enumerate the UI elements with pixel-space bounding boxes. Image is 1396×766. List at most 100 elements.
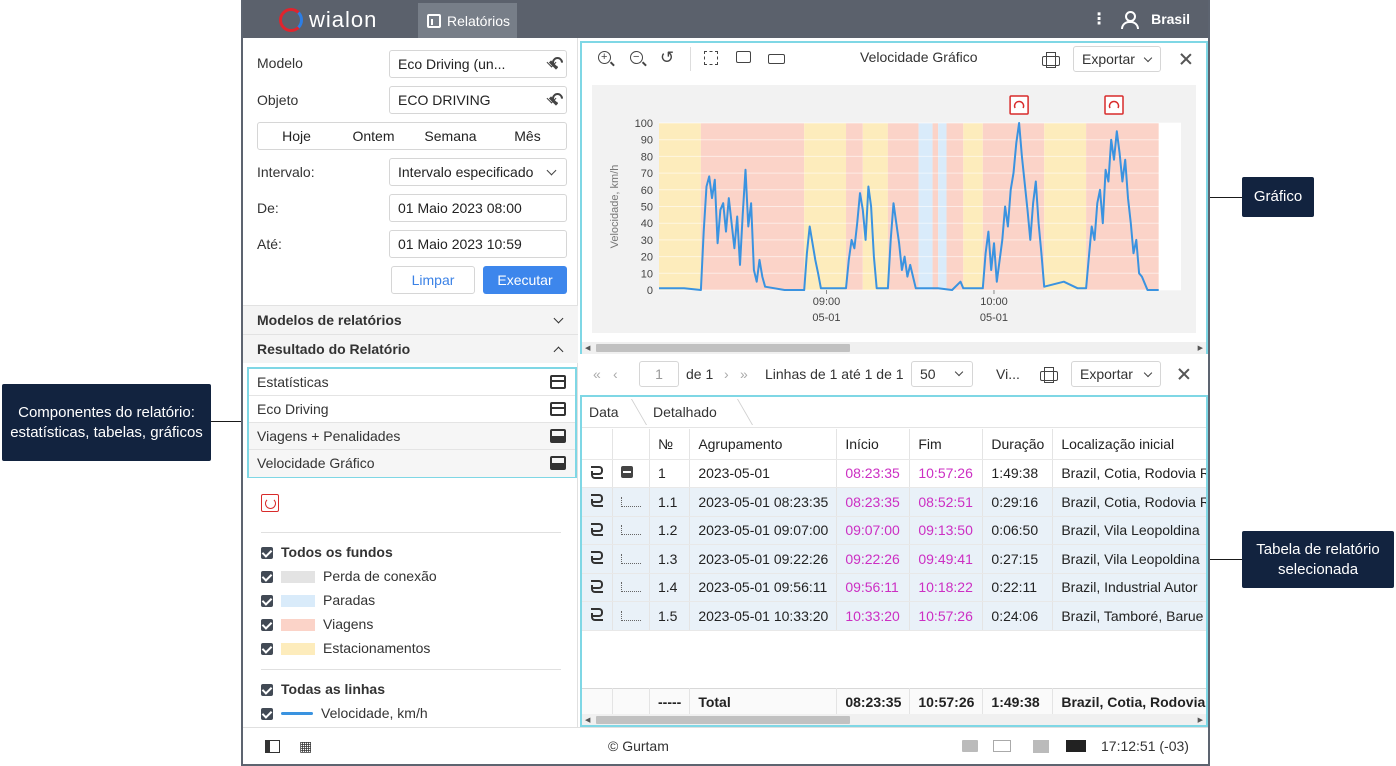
route-cell[interactable]: [582, 544, 613, 574]
comment-icon[interactable]: [736, 51, 751, 63]
notifications-icon[interactable]: [962, 740, 978, 752]
quick-month-button[interactable]: Mês: [514, 128, 541, 144]
header-group[interactable]: Agrupamento: [689, 429, 838, 460]
cell-start[interactable]: 10:33:20: [836, 601, 911, 631]
table-row[interactable]: 1 2023-05-01 08:23:35 10:57:26 1:49:38 B…: [582, 459, 1206, 488]
route-cell[interactable]: [582, 573, 613, 602]
table-row[interactable]: 1.1 2023-05-01 08:23:35 08:23:35 08:52:5…: [582, 487, 1206, 517]
tab-reports[interactable]: Relatórios: [418, 3, 517, 38]
all-backgrounds-checkbox[interactable]: [261, 547, 273, 559]
bg-connection-loss-checkbox[interactable]: [261, 571, 273, 583]
cell-start[interactable]: 08:23:35: [836, 459, 911, 488]
table-close-icon[interactable]: [1178, 368, 1190, 380]
print-icon[interactable]: [1042, 52, 1060, 68]
breadcrumb-detail[interactable]: Detalhado: [653, 404, 717, 420]
interval-select[interactable]: Intervalo especificado: [389, 158, 567, 186]
more-menu-icon[interactable]: ⋮: [1091, 11, 1108, 28]
table-row[interactable]: 1.2 2023-05-01 09:07:00 09:07:00 09:13:5…: [582, 516, 1206, 545]
scroll-right-icon[interactable]: ▶: [1197, 717, 1203, 724]
route-cell[interactable]: [582, 487, 613, 517]
cell-end[interactable]: 09:49:41: [909, 544, 984, 574]
model-wrench-icon[interactable]: [546, 57, 560, 71]
route-icon[interactable]: [590, 550, 604, 565]
book-icon[interactable]: [1066, 740, 1086, 752]
to-date-input[interactable]: 01 Maio 2023 10:59: [389, 230, 567, 258]
toggle-panel-icon[interactable]: [265, 740, 280, 753]
table-scrollbar[interactable]: ◀ ▶: [582, 714, 1206, 725]
prev-page-icon[interactable]: ‹: [613, 366, 618, 382]
route-icon[interactable]: [590, 522, 604, 536]
section-report-result[interactable]: Resultado do Relatório: [243, 334, 578, 363]
select-area-icon[interactable]: [704, 51, 718, 65]
cell-end[interactable]: 10:57:26: [909, 459, 984, 488]
scroll-left-icon[interactable]: ◀: [585, 717, 591, 724]
route-cell[interactable]: [582, 516, 613, 545]
messages-icon[interactable]: [993, 740, 1011, 752]
route-cell[interactable]: [582, 601, 613, 631]
quick-yesterday-button[interactable]: Ontem: [352, 128, 395, 144]
header-num[interactable]: №: [649, 429, 691, 460]
quick-today-button[interactable]: Hoje: [282, 128, 311, 144]
table-export-button[interactable]: Exportar: [1071, 361, 1161, 387]
speed-marker-icon[interactable]: [261, 494, 279, 512]
bg-stops-checkbox[interactable]: [261, 595, 273, 607]
component-trips-penalties[interactable]: Viagens + Penalidades: [249, 423, 575, 450]
cell-start[interactable]: 09:07:00: [836, 516, 911, 545]
first-page-icon[interactable]: «: [593, 366, 601, 382]
from-date-input[interactable]: 01 Maio 2023 08:00: [389, 194, 567, 222]
cell-end[interactable]: 09:13:50: [909, 516, 984, 545]
scroll-left-icon[interactable]: ◀: [585, 345, 591, 352]
zoom-in-icon[interactable]: +: [598, 51, 611, 64]
chart-export-button[interactable]: Exportar: [1073, 46, 1161, 72]
header-end[interactable]: Fim: [909, 429, 984, 460]
chart-scrollbar[interactable]: ◀ ▶: [582, 342, 1206, 354]
clear-button[interactable]: Limpar: [391, 266, 475, 294]
route-icon[interactable]: [590, 607, 604, 622]
zoom-out-icon[interactable]: −: [630, 51, 643, 64]
expand-cell[interactable]: [612, 459, 650, 488]
image-icon[interactable]: [1033, 740, 1049, 753]
reset-zoom-icon[interactable]: ↺: [660, 48, 675, 67]
component-eco-driving[interactable]: Eco Driving: [249, 396, 575, 423]
bg-trips-checkbox[interactable]: [261, 619, 273, 631]
object-wrench-icon[interactable]: [546, 93, 560, 107]
cell-end[interactable]: 10:18:22: [909, 573, 984, 602]
ruler-icon[interactable]: [768, 54, 785, 64]
speed-line-checkbox[interactable]: [261, 708, 273, 720]
view-dropdown[interactable]: Vi...: [996, 366, 1020, 382]
route-icon[interactable]: [590, 465, 604, 479]
next-page-icon[interactable]: ›: [724, 366, 729, 382]
route-cell[interactable]: [582, 459, 613, 488]
breadcrumb-data[interactable]: Data: [589, 404, 619, 420]
speed-chart[interactable]: 0 10 20 30 40 50 60 70 80 90 100 Velocidade, km/h 09…: [592, 85, 1196, 333]
chart-close-icon[interactable]: [1180, 53, 1192, 65]
table-print-icon[interactable]: [1040, 367, 1058, 383]
table-row[interactable]: 1.5 2023-05-01 10:33:20 10:33:20 10:57:2…: [582, 601, 1206, 631]
all-lines-checkbox[interactable]: [261, 684, 273, 696]
component-statistics[interactable]: Estatísticas: [249, 369, 575, 396]
page-number-input[interactable]: 1: [639, 361, 679, 387]
apps-grid-icon[interactable]: ▦: [299, 738, 312, 754]
header-duration[interactable]: Duração: [982, 429, 1054, 460]
table-scroll-thumb[interactable]: [596, 716, 850, 724]
user-name[interactable]: Brasil: [1151, 11, 1190, 27]
rows-per-page-select[interactable]: 50: [911, 361, 973, 387]
scroll-right-icon[interactable]: ▶: [1197, 345, 1203, 352]
cell-end[interactable]: 08:52:51: [909, 487, 984, 517]
bg-parkings-checkbox[interactable]: [261, 643, 273, 655]
header-location[interactable]: Localização inicial: [1052, 429, 1206, 460]
cell-start[interactable]: 09:22:26: [836, 544, 911, 574]
chart-scroll-thumb[interactable]: [596, 344, 850, 352]
cell-start[interactable]: 08:23:35: [836, 487, 911, 517]
quick-week-button[interactable]: Semana: [424, 128, 477, 144]
component-speed-chart[interactable]: Velocidade Gráfico: [249, 450, 575, 477]
cell-end[interactable]: 10:57:26: [909, 601, 984, 631]
cell-start[interactable]: 09:56:11: [836, 573, 911, 602]
chart-area[interactable]: 0 10 20 30 40 50 60 70 80 90 100 Velocidade, km/h 09…: [592, 85, 1196, 333]
route-icon[interactable]: [590, 493, 604, 508]
header-start[interactable]: Início: [836, 429, 911, 460]
section-report-templates[interactable]: Modelos de relatórios: [243, 305, 578, 334]
user-icon[interactable]: [1121, 10, 1140, 29]
collapse-icon[interactable]: [621, 466, 633, 479]
object-select[interactable]: ECO DRIVING: [389, 86, 567, 114]
